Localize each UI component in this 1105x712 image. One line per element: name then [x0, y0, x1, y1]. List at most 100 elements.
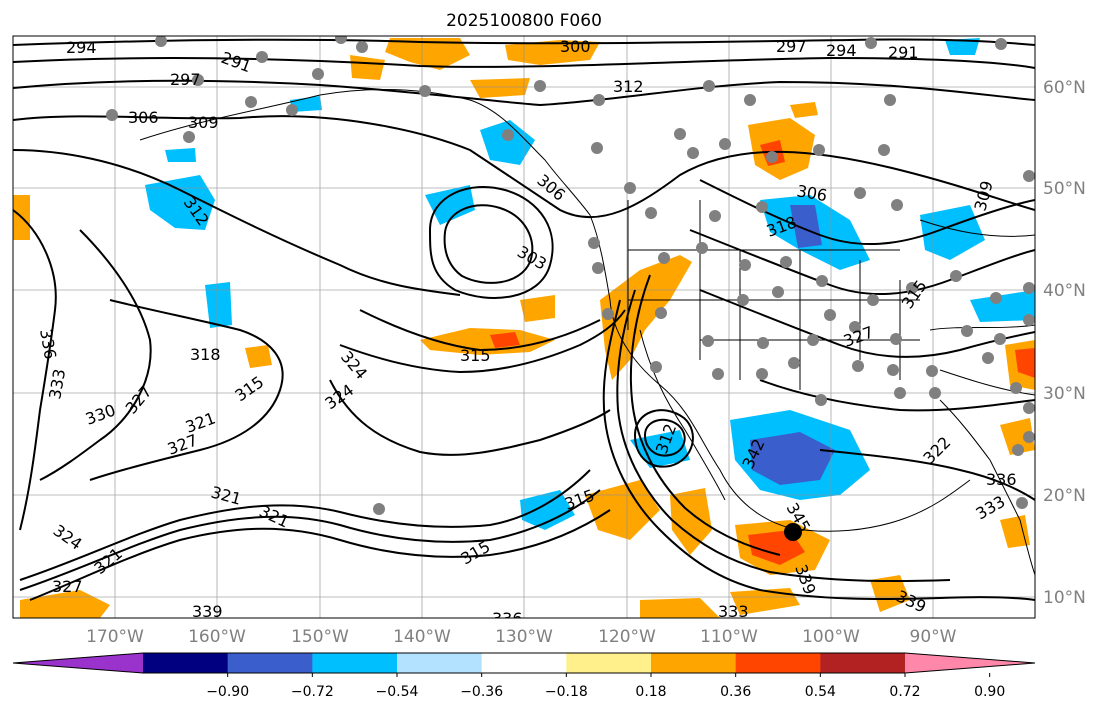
- station-dot: [906, 282, 918, 294]
- contour-label: 297: [170, 70, 201, 89]
- station-dot: [894, 387, 906, 399]
- contour-line: [629, 274, 781, 556]
- orange-patch: [790, 102, 818, 118]
- colorbar-tick-label: −0.18: [545, 684, 588, 700]
- contour-label: 294: [66, 38, 97, 57]
- coastline: [639, 329, 726, 501]
- station-dot: [788, 357, 800, 369]
- colorbar-segment: [735, 653, 821, 673]
- station-dot: [816, 275, 828, 287]
- station-dot: [757, 337, 769, 349]
- contour-line: [19, 489, 601, 591]
- station-dot: [1023, 431, 1035, 443]
- blue-patch: [945, 38, 980, 55]
- station-dot: [887, 364, 899, 376]
- station-dot: [756, 201, 768, 213]
- station-dot: [1023, 402, 1035, 414]
- contour-line: [339, 309, 626, 374]
- contour-line: [329, 379, 611, 456]
- contour-line: [13, 149, 461, 296]
- station-dot: [687, 147, 699, 159]
- blue-patch: [205, 282, 232, 328]
- orange-patch: [1000, 515, 1030, 548]
- lon-label: 90°W: [910, 627, 957, 647]
- lat-label: 40°N: [1043, 281, 1086, 301]
- contour-line: [643, 418, 686, 457]
- station-dot: [712, 368, 724, 380]
- station-dot: [1023, 314, 1035, 326]
- contour-label: 312: [613, 77, 644, 96]
- blue-patch: [425, 185, 475, 225]
- colorbar-tick-label: 0.36: [720, 684, 751, 700]
- station-dot: [674, 128, 686, 140]
- orange-patch: [350, 55, 385, 80]
- station-dot: [1012, 444, 1024, 456]
- station-dot: [192, 74, 204, 86]
- orange-patch: [505, 40, 600, 65]
- colorbar-tick-label: −0.72: [291, 684, 334, 700]
- contour-line: [689, 229, 1035, 296]
- station-dot: [106, 109, 118, 121]
- station-dot: [961, 325, 973, 337]
- colorbar-extend-min: [13, 653, 143, 673]
- navy-patch: [750, 432, 835, 485]
- state-border: [919, 219, 1035, 396]
- contour-line: [39, 229, 152, 481]
- station-dot: [655, 307, 667, 319]
- contour-label: 336: [492, 609, 523, 628]
- station-dot: [990, 292, 1002, 304]
- station-dot: [1010, 382, 1022, 394]
- colorbar-tick-label: −0.54: [376, 684, 419, 700]
- colorbar-segment: [227, 653, 313, 673]
- contour-label: 315: [460, 346, 491, 365]
- station-dot: [588, 237, 600, 249]
- colorbar-segment: [397, 653, 483, 673]
- station-dot: [286, 104, 298, 116]
- station-dot: [591, 142, 603, 154]
- navy-patch: [790, 205, 822, 248]
- lon-label: 110°W: [700, 627, 758, 647]
- figure-title: 2025100800 F060: [446, 11, 602, 31]
- orange-patch: [420, 328, 555, 355]
- station-dot: [994, 333, 1006, 345]
- station-dot: [772, 286, 784, 298]
- station-dot: [335, 36, 347, 44]
- contour-label: 306: [128, 108, 159, 127]
- orange-patch: [520, 295, 555, 322]
- station-dot: [766, 151, 778, 163]
- contour-label: 309: [188, 113, 219, 132]
- orange-patch: [385, 38, 470, 70]
- map-panel: 294 291 297 300 312 297 294 291 306 309 …: [13, 36, 1035, 628]
- lat-label: 10°N: [1043, 588, 1086, 608]
- station-dot: [624, 182, 636, 194]
- blue-patch: [145, 175, 215, 230]
- station-dot: [373, 503, 385, 515]
- orange-patch: [600, 255, 692, 380]
- lat-label: 60°N: [1043, 78, 1086, 98]
- station-dot: [592, 262, 604, 274]
- contour-label: 318: [190, 345, 221, 364]
- contour-label: 339: [192, 602, 223, 621]
- lon-label: 160°W: [188, 627, 246, 647]
- station-dot: [744, 94, 756, 106]
- orange-patch: [640, 598, 720, 618]
- blue-patch: [480, 120, 535, 165]
- contour-label: 294: [826, 41, 857, 60]
- station-dot: [929, 387, 941, 399]
- contour-line: [443, 204, 534, 284]
- station-dot: [815, 394, 827, 406]
- colorbar-segment: [566, 653, 652, 673]
- station-dot: [155, 36, 167, 47]
- contour-label: 291: [888, 43, 919, 62]
- colorbar-tick-label: −0.36: [460, 684, 503, 700]
- station-dot: [1023, 170, 1035, 182]
- contour-line: [359, 309, 601, 352]
- station-dot: [703, 80, 715, 92]
- lon-label: 150°W: [291, 627, 349, 647]
- colorbar-segment: [143, 653, 229, 673]
- station-dot: [995, 38, 1007, 50]
- colorbar-segment: [820, 653, 906, 673]
- station-dot: [650, 361, 662, 373]
- station-dot: [602, 308, 614, 320]
- blue-patch: [970, 290, 1035, 322]
